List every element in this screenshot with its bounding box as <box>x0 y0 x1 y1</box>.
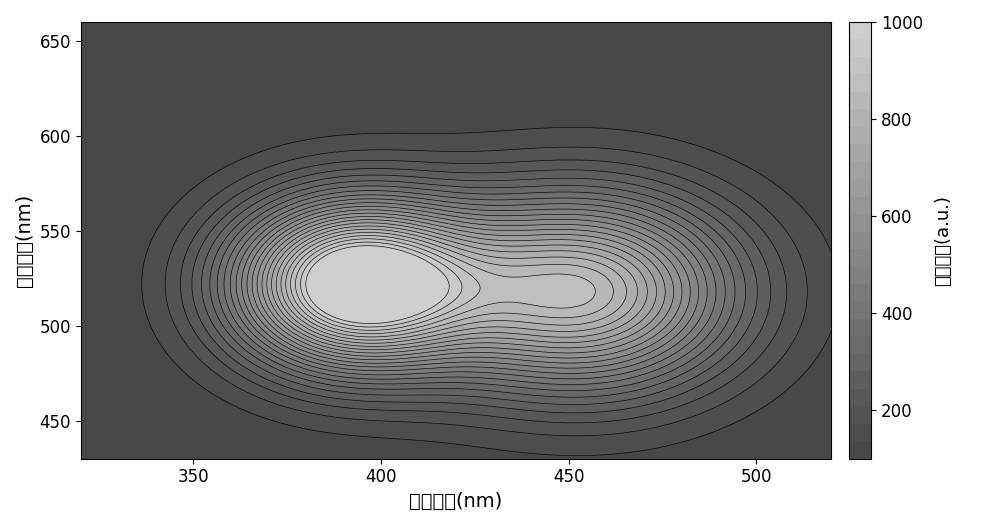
Y-axis label: 荷光强度(a.u.): 荷光强度(a.u.) <box>934 195 952 286</box>
X-axis label: 激发波长(nm): 激发波长(nm) <box>409 492 503 511</box>
Y-axis label: 发射波长(nm): 发射波长(nm) <box>15 194 34 287</box>
